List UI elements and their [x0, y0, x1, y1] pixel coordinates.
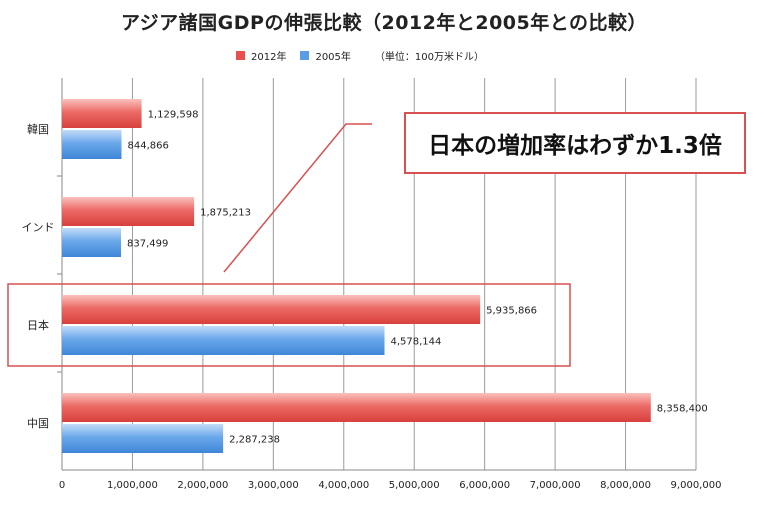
value-label: 1,875,213	[200, 208, 251, 219]
unit-label: （単位：100万米ドル）	[374, 52, 484, 63]
value-label: 2,287,238	[229, 435, 280, 446]
value-label: 837,499	[127, 239, 168, 250]
x-tick-label: 5,000,000	[389, 480, 440, 491]
x-tick-label: 8,000,000	[600, 480, 651, 491]
x-tick-label: 1,000,000	[107, 480, 158, 491]
legend-label-2005: 2005年	[315, 52, 351, 63]
bar-2005	[62, 326, 385, 355]
x-tick-label: 3,000,000	[248, 480, 299, 491]
chart-title: アジア諸国GDPの伸張比較（2012年と2005年との比較）	[120, 12, 648, 34]
labels: 0 1,000,000 2,000,000 3,000,000 4,000,000 5,0…	[22, 110, 722, 492]
bar-2005	[62, 228, 121, 257]
x-tick-label: 0	[59, 480, 65, 491]
bar-2005	[62, 130, 122, 159]
value-label: 844,866	[128, 141, 169, 152]
x-tick-label: 4,000,000	[318, 480, 369, 491]
bar-2012	[62, 99, 142, 128]
category-label: インド	[22, 221, 55, 234]
bars	[62, 99, 651, 453]
bar-2012	[62, 197, 195, 226]
x-tick-label: 9,000,000	[671, 480, 722, 491]
category-label: 中国	[27, 417, 49, 430]
legend-label-2012: 2012年	[251, 52, 287, 63]
category-label: 韓国	[27, 123, 49, 136]
x-tick-label: 2,000,000	[177, 480, 228, 491]
bar-2012	[62, 295, 481, 324]
x-tick-label: 7,000,000	[530, 480, 581, 491]
bar-2012	[62, 393, 651, 422]
category-label: 日本	[27, 318, 49, 332]
value-label: 4,578,144	[391, 337, 442, 348]
legend-swatch-2012	[236, 51, 245, 60]
bar-2005	[62, 424, 224, 453]
highlight-box	[7, 283, 571, 367]
value-label: 5,935,866	[486, 306, 537, 317]
value-label: 1,129,598	[148, 110, 199, 121]
callout-pointer	[223, 123, 372, 273]
value-label: 8,358,400	[657, 404, 708, 415]
legend-swatch-2005	[300, 51, 310, 60]
callout-box: 日本の増加率はわずか1.3倍	[404, 112, 746, 174]
legend: 2012年 2005年 （単位：100万米ドル）	[236, 48, 484, 63]
overlay	[7, 123, 571, 367]
x-tick-label: 6,000,000	[459, 480, 510, 491]
